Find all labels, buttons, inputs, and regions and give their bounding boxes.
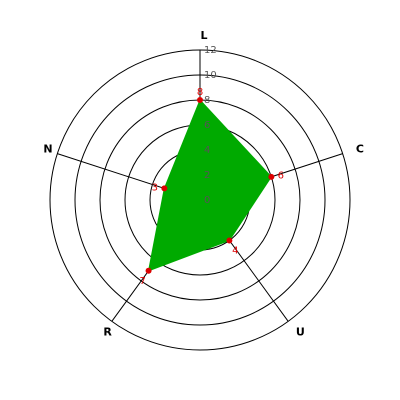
- r-tick-label: 12: [204, 45, 217, 56]
- r-tick-label: 4: [204, 145, 210, 156]
- r-tick-label: 8: [204, 95, 210, 106]
- value-label: 4: [232, 246, 238, 257]
- r-tick-label: 2: [204, 170, 210, 181]
- r-tick-label: 0: [204, 195, 210, 206]
- area: [147, 99, 272, 272]
- axis-label: R: [103, 326, 112, 339]
- axis-label: U: [296, 326, 305, 339]
- value-label: 3: [152, 182, 158, 193]
- value-label: 8: [197, 87, 203, 98]
- point: [197, 97, 203, 103]
- axis-label: N: [43, 142, 52, 155]
- r-tick-label: 6: [204, 120, 210, 131]
- point: [161, 185, 168, 192]
- point: [226, 237, 233, 244]
- value-label: 7: [140, 276, 146, 287]
- axis-label: C: [356, 142, 364, 155]
- value-label: 6: [278, 171, 284, 182]
- point: [145, 267, 152, 274]
- axis-label: L: [200, 29, 207, 42]
- r-tick-label: 10: [204, 70, 217, 81]
- point: [268, 173, 275, 180]
